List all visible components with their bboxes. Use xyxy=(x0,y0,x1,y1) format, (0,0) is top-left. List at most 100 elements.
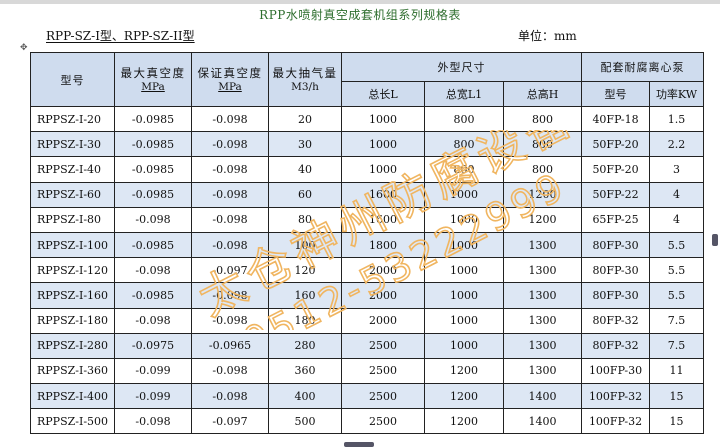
cell-pump-power: 7.5 xyxy=(649,332,705,359)
cell-height: 800 xyxy=(502,131,583,158)
cell-ult-vacuum: -0.0985 xyxy=(114,131,192,158)
cell-pump-rate: 500 xyxy=(268,408,342,435)
cell-pump-rate: 100 xyxy=(268,231,342,259)
cell-model: RPPSZ-I-100 xyxy=(30,231,115,259)
col-group-pump: 配套耐腐离心泵 xyxy=(581,52,705,82)
table-move-handle-icon[interactable]: ✥ xyxy=(20,43,28,53)
unit-label: 单位：mm xyxy=(518,29,577,43)
col-header-guar-vacuum: 保证真空度 MPa xyxy=(191,52,269,107)
cell-pump-model: 100FP-32 xyxy=(581,383,651,410)
cell-model: RPPSZ-I-160 xyxy=(30,282,115,309)
table-row: RPPSZ-I-280 -0.0975 -0.0965 280 2500 1000 1300… xyxy=(30,332,705,359)
cell-width: 1000 xyxy=(424,231,504,259)
cell-pump-power: 2.2 xyxy=(649,131,705,158)
cell-ult-vacuum: -0.0985 xyxy=(114,156,192,183)
cell-pump-model: 80FP-30 xyxy=(581,257,651,284)
top-ruler-bar xyxy=(0,0,720,4)
cell-pump-rate: 80 xyxy=(268,206,342,233)
cell-model: RPPSZ-I-40 xyxy=(30,156,115,183)
cell-ult-vacuum: -0.099 xyxy=(114,383,192,410)
table-row: RPPSZ-I-400 -0.099 -0.098 400 2500 1200 1400 10… xyxy=(30,383,705,410)
cell-height: 1300 xyxy=(502,257,583,284)
cell-pump-rate: 400 xyxy=(268,383,342,410)
cell-pump-model: 50FP-20 xyxy=(581,131,651,158)
cell-width: 1000 xyxy=(424,307,504,334)
cell-pump-model: 80FP-30 xyxy=(581,282,651,309)
table-row: RPPSZ-I-100 -0.0985 -0.098 100 1800 1000 1300 8… xyxy=(30,231,705,259)
cell-height: 1400 xyxy=(502,383,583,410)
cell-height: 1200 xyxy=(502,181,583,208)
cell-pump-model: 50FP-20 xyxy=(581,156,651,183)
cell-pump-model: 100FP-32 xyxy=(581,408,651,435)
col-header-ult-vacuum: 最大真空度 MPa xyxy=(114,52,192,107)
cell-length: 2000 xyxy=(341,257,425,284)
cell-guar-vacuum: -0.098 xyxy=(191,383,269,410)
table-row: RPPSZ-I-40 -0.0985 -0.098 40 1000 800 800 50FP-… xyxy=(30,156,705,183)
cell-pump-rate: 180 xyxy=(268,307,342,334)
cell-pump-model: 40FP-18 xyxy=(581,105,651,133)
document-title: RPP水喷射真空成套机组系列规格表 xyxy=(259,8,461,22)
cell-pump-model: 80FP-32 xyxy=(581,332,651,359)
cell-width: 1000 xyxy=(424,332,504,359)
table-row: RPPSZ-I-30 -0.0985 -0.098 30 1000 800 800 50FP-… xyxy=(30,131,705,158)
cell-pump-model: 50FP-22 xyxy=(581,181,651,208)
cell-height: 1300 xyxy=(502,307,583,334)
cell-pump-power: 15 xyxy=(649,383,705,410)
col-header-model: 型号 xyxy=(30,52,115,107)
cell-width: 1000 xyxy=(424,282,504,309)
cell-width: 1200 xyxy=(424,357,504,385)
cell-height: 1300 xyxy=(502,357,583,385)
spec-table: 型号 最大真空度 MPa 保证真空度 MPa 最大抽气量 M3/h 外型尺寸 配… xyxy=(30,52,705,435)
cell-ult-vacuum: -0.0985 xyxy=(114,282,192,309)
right-scroll-marker[interactable] xyxy=(712,234,718,246)
pump-rate-label: 最大抽气量 xyxy=(272,65,338,80)
guar-vacuum-label: 保证真空度 xyxy=(197,65,263,80)
cell-width: 1000 xyxy=(424,257,504,284)
cell-width: 800 xyxy=(424,131,504,158)
cell-pump-power: 7.5 xyxy=(649,307,705,334)
cell-guar-vacuum: -0.097 xyxy=(191,408,269,435)
cell-model: RPPSZ-I-360 xyxy=(30,357,115,385)
cell-height: 800 xyxy=(502,156,583,183)
cell-width: 1200 xyxy=(424,408,504,435)
col-header-height: 总高H xyxy=(502,81,583,107)
ult-vacuum-label: 最大真空度 xyxy=(120,65,186,80)
pump-rate-unit: M3/h xyxy=(291,80,319,93)
cell-guar-vacuum: -0.0965 xyxy=(191,332,269,359)
cell-pump-power: 15 xyxy=(649,408,705,435)
cell-model: RPPSZ-I-120 xyxy=(30,257,115,284)
cell-length: 1000 xyxy=(341,131,425,158)
cell-pump-rate: 30 xyxy=(268,131,342,158)
cell-pump-power: 1.5 xyxy=(649,105,705,133)
cell-pump-model: 80FP-30 xyxy=(581,231,651,259)
cell-pump-model: 80FP-32 xyxy=(581,307,651,334)
cell-length: 1000 xyxy=(341,105,425,133)
col-group-dims: 外型尺寸 xyxy=(340,52,583,82)
table-row: RPPSZ-I-60 -0.0985 -0.098 60 1600 1000 1200 50F… xyxy=(30,181,705,208)
bottom-scroll-marker[interactable] xyxy=(344,442,374,447)
cell-model: RPPSZ-I-80 xyxy=(30,206,115,233)
guar-vacuum-unit: MPa xyxy=(218,80,242,93)
cell-ult-vacuum: -0.0985 xyxy=(114,231,192,259)
table-row: RPPSZ-I-180 -0.098 -0.098 180 2000 1000 1300 80… xyxy=(30,307,705,334)
cell-model: RPPSZ-I-20 xyxy=(30,105,115,133)
cell-length: 2500 xyxy=(341,357,425,385)
cell-pump-power: 5.5 xyxy=(649,231,705,259)
cell-pump-power: 4 xyxy=(649,206,705,233)
cell-guar-vacuum: -0.098 xyxy=(191,105,269,133)
header-row-1: 型号 最大真空度 MPa 保证真空度 MPa 最大抽气量 M3/h 外型尺寸 配… xyxy=(30,52,705,107)
cell-guar-vacuum: -0.098 xyxy=(191,206,269,233)
cell-pump-model: 65FP-25 xyxy=(581,206,651,233)
cell-height: 1200 xyxy=(502,206,583,233)
cell-height: 1300 xyxy=(502,231,583,259)
cell-ult-vacuum: -0.098 xyxy=(114,307,192,334)
spec-table-body: RPPSZ-I-20 -0.0985 -0.098 20 1000 800 800 40FP-… xyxy=(30,105,705,435)
cell-model: RPPSZ-I-280 xyxy=(30,332,115,359)
cell-length: 2500 xyxy=(341,408,425,435)
cell-height: 1300 xyxy=(502,332,583,359)
table-row: RPPSZ-I-20 -0.0985 -0.098 20 1000 800 800 40FP-… xyxy=(30,105,705,133)
cell-guar-vacuum: -0.098 xyxy=(191,282,269,309)
cell-model: RPPSZ-I-400 xyxy=(30,383,115,410)
cell-pump-power: 4 xyxy=(649,181,705,208)
cell-guar-vacuum: -0.098 xyxy=(191,131,269,158)
